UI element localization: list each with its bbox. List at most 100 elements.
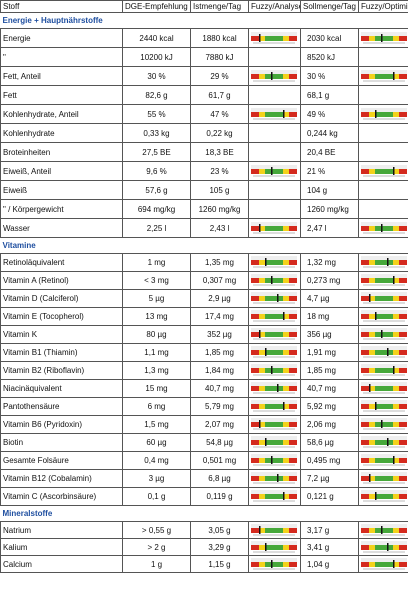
data-row: Vitamin B12 (Cobalamin) 3 µg 6,8 µg 7,2 µg [0,469,408,488]
gauge-part [375,544,393,550]
fuzzy-analysis [248,538,301,556]
gauge-part [265,368,283,373]
gauge-part [265,350,283,355]
fuzzy-gauge [251,328,297,341]
fuzzy-gauge [251,274,297,287]
data-row: Energie 2440 kcal 1880 kcal 2030 kcal [0,28,408,48]
gauge-part [251,418,297,422]
fuzzy-analysis [248,180,301,200]
gauge-part [375,458,393,463]
gauge-part [289,260,297,265]
gauge-part [283,494,289,499]
data-row: Calcium 1 g 1,15 g 1,04 g [0,555,408,573]
actual-value: 61,7 g [190,85,249,105]
dge-value: 1,3 mg [122,361,191,380]
actual-value: 23 % [190,161,249,181]
gauge-part [399,332,407,337]
nutrient-name: Vitamin K [0,325,123,344]
gauge-part [399,225,407,231]
fuzzy-gauge [361,523,407,537]
target-value: 40,7 mg [300,379,359,398]
gauge-part [361,404,369,409]
gauge-part [369,314,375,319]
dge-value: 1,5 mg [122,415,191,434]
gauge-part [399,260,407,265]
gauge-part [393,440,399,445]
gauge-part [363,428,405,430]
gauge-part [283,296,289,301]
gauge-part [399,368,407,373]
fuzzy-optimum [358,415,408,434]
gauge-part [361,314,369,319]
gauge-part [399,168,407,174]
fuzzy-optimum [358,271,408,290]
gauge-part [253,231,295,234]
gauge-part [253,428,295,430]
gauge-part [289,296,297,301]
fuzzy-analysis [248,361,301,380]
gauge-part [361,523,407,528]
gauge-part [361,260,369,265]
column-header: Istmenge/Tag [190,0,249,13]
fuzzy-analysis [248,289,301,308]
gauge-part [399,386,407,391]
gauge-part [283,260,289,265]
gauge-part [361,544,369,550]
gauge-part [265,258,267,267]
gauge-part [251,328,297,332]
gauge-part [251,69,297,74]
fuzzy-optimum [358,433,408,452]
target-value: 1,32 mg [300,253,359,272]
gauge-part [265,332,283,337]
gauge-part [277,294,279,303]
fuzzy-gauge [361,540,407,554]
data-row: Broteinheiten 27,5 BE 18,3 BE 20,4 BE [0,142,408,162]
gauge-part [259,330,261,339]
gauge-part [283,225,289,231]
fuzzy-analysis [248,253,301,272]
gauge-part [265,544,283,550]
gauge-part [369,494,375,499]
gauge-part [361,557,407,562]
gauge-part [361,436,407,440]
gauge-part [393,35,399,41]
gauge-part [369,35,375,41]
fuzzy-gauge [361,557,407,571]
gauge-part [259,223,261,233]
dge-value: 1 g [122,555,191,573]
gauge-part [361,221,407,226]
gauge-part [289,404,297,409]
gauge-part [363,302,405,304]
fuzzy-optimum [358,379,408,398]
gauge-part [393,404,399,409]
fuzzy-optimum [358,325,408,344]
gauge-part [259,458,265,463]
gauge-part [251,440,259,445]
gauge-part [251,292,297,296]
fuzzy-gauge [251,69,297,83]
gauge-part [375,402,377,411]
gauge-part [381,525,383,535]
fuzzy-gauge [251,31,297,45]
actual-value: 18,3 BE [190,142,249,162]
gauge-part [283,278,289,283]
gauge-part [251,382,297,386]
gauge-part [361,164,407,169]
gauge-part [259,386,265,391]
fuzzy-analysis [248,555,301,573]
gauge-part [393,559,395,569]
actual-value: 2,9 µg [190,289,249,308]
data-row: Wasser 2,25 l 2,43 l 2,47 l [0,218,408,238]
section-title: Vitamine [0,237,408,254]
gauge-part [363,446,405,448]
fuzzy-gauge [251,256,297,269]
fuzzy-gauge [361,221,407,235]
gauge-part [363,567,405,570]
fuzzy-gauge [361,31,407,45]
gauge-part [265,438,267,447]
data-row: Fett 82,6 g 61,7 g 68,1 g [0,85,408,105]
nutrient-name: Kalium [0,538,123,556]
gauge-part [369,474,371,483]
fuzzy-analysis [248,343,301,362]
